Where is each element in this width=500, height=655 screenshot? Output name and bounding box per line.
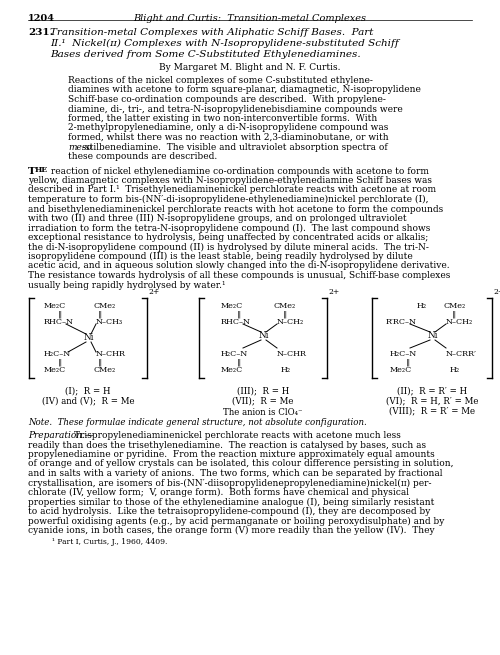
Text: ‖: ‖ xyxy=(58,358,62,366)
Text: (IV) and (V);  R = Me: (IV) and (V); R = Me xyxy=(42,396,134,405)
Text: powerful oxidising agents (e.g., by acid permanganate or boiling peroxydisulphat: powerful oxidising agents (e.g., by acid… xyxy=(28,517,444,525)
Text: Note.  These formulae indicate general structure, not absolute configuration.: Note. These formulae indicate general st… xyxy=(28,418,367,427)
Text: with two (II) and three (III) N-isopropylidene groups, and on prolonged ultravio: with two (II) and three (III) N-isopropy… xyxy=(28,214,406,223)
Text: reaction of nickel ethylenediamine co-ordination compounds with acetone to form: reaction of nickel ethylenediamine co-or… xyxy=(48,166,429,176)
Text: chlorate (IV, yellow form;  V, orange form).  Both forms have chemical and physi: chlorate (IV, yellow form; V, orange for… xyxy=(28,488,409,497)
Text: described in Part I.¹  Trisethylenediaminenickel perchlorate reacts with acetone: described in Part I.¹ Trisethylenediamin… xyxy=(28,185,436,195)
Text: (VIII);  R = R′ = Me: (VIII); R = R′ = Me xyxy=(389,406,475,415)
Text: Ni: Ni xyxy=(259,331,270,341)
Text: H₂C–N: H₂C–N xyxy=(44,350,72,358)
Text: H₂: H₂ xyxy=(281,366,291,374)
Text: ‖: ‖ xyxy=(98,358,102,366)
Text: Reactions of the nickel complexes of some C-substituted ethylene-: Reactions of the nickel complexes of som… xyxy=(68,76,373,85)
Text: temperature to form bis-(NN′-di-isopropylidene-ethylenediamine)nickel perchlorat: temperature to form bis-(NN′-di-isopropy… xyxy=(28,195,428,204)
Text: ¹ Part I, Curtis, J., 1960, 4409.: ¹ Part I, Curtis, J., 1960, 4409. xyxy=(52,538,168,546)
Text: Schiff-base co-ordination compounds are described.  With propylene-: Schiff-base co-ordination compounds are … xyxy=(68,95,386,104)
Text: usually being rapidly hydrolysed by water.¹: usually being rapidly hydrolysed by wate… xyxy=(28,280,226,290)
Text: these compounds are described.: these compounds are described. xyxy=(68,152,217,161)
Text: Trispropylenediaminenickel perchlorate reacts with acetone much less: Trispropylenediaminenickel perchlorate r… xyxy=(74,431,401,440)
Text: The anion is ClO₄⁻: The anion is ClO₄⁻ xyxy=(223,408,303,417)
Text: meso: meso xyxy=(68,143,92,151)
Text: readily than does the trisethylenediamine.  The reaction is catalysed by bases, : readily than does the trisethylenediamin… xyxy=(28,441,426,449)
Text: diamines with acetone to form square-planar, diamagnetic, N-isopropylidene: diamines with acetone to form square-pla… xyxy=(68,86,421,94)
Text: irradiation to form the tetra-N-isopropylidene compound (I).  The last compound : irradiation to form the tetra-N-isopropy… xyxy=(28,223,430,233)
Text: Transition-metal Complexes with Aliphatic Schiff Bases.  Part: Transition-metal Complexes with Aliphati… xyxy=(50,28,374,37)
Text: ‖: ‖ xyxy=(237,358,241,366)
Text: (III);  R = H: (III); R = H xyxy=(237,386,289,395)
Text: T: T xyxy=(28,166,36,176)
Text: exceptional resistance to hydrolysis, being unaffected by concentrated acids or : exceptional resistance to hydrolysis, be… xyxy=(28,233,428,242)
Text: CMe₂: CMe₂ xyxy=(94,302,116,310)
Text: Bases derived from Some C-Substituted Ethylenediamines.: Bases derived from Some C-Substituted Et… xyxy=(50,50,360,59)
Text: ‖: ‖ xyxy=(98,310,102,318)
Text: the di-N-isopropylidene compound (II) is hydrolysed by dilute mineral acids.  Th: the di-N-isopropylidene compound (II) is… xyxy=(28,242,429,252)
Text: HE: HE xyxy=(35,166,48,174)
Text: to acid hydrolysis.  Like the tetraisopropylidene-compound (I), they are decompo: to acid hydrolysis. Like the tetraisopro… xyxy=(28,507,430,516)
Text: of orange and of yellow crystals can be isolated, this colour difference persist: of orange and of yellow crystals can be … xyxy=(28,460,454,468)
Text: N–CH₂: N–CH₂ xyxy=(277,318,304,326)
Text: Ni: Ni xyxy=(84,333,94,343)
Text: (I);  R = H: (I); R = H xyxy=(65,386,111,395)
Text: yellow, diamagnetic complexes with N-isopropylidene-ethylenediamine Schiff bases: yellow, diamagnetic complexes with N-iso… xyxy=(28,176,432,185)
Text: -stilbenediamine.  The visible and ultraviolet absorption spectra of: -stilbenediamine. The visible and ultrav… xyxy=(82,143,388,151)
Text: 2+: 2+ xyxy=(493,288,500,296)
Text: ‖: ‖ xyxy=(406,358,410,366)
Text: N–CH₂: N–CH₂ xyxy=(446,318,473,326)
Text: Preparation.—: Preparation.— xyxy=(28,431,94,440)
Text: ‖: ‖ xyxy=(237,310,241,318)
Text: ‖: ‖ xyxy=(452,310,456,318)
Text: propylenediamine or pyridine.  From the reaction mixture approximately equal amo: propylenediamine or pyridine. From the r… xyxy=(28,450,435,459)
Text: (VI);  R = H, R′ = Me: (VI); R = H, R′ = Me xyxy=(386,396,478,405)
Text: Me₂C: Me₂C xyxy=(221,302,243,310)
Text: 2+: 2+ xyxy=(328,288,339,296)
Text: Me₂C: Me₂C xyxy=(44,302,66,310)
Text: properties similar to those of the ethylenediamine analogue (I), being similarly: properties similar to those of the ethyl… xyxy=(28,498,434,506)
Text: ‖: ‖ xyxy=(58,310,62,318)
Text: H₂: H₂ xyxy=(417,302,427,310)
Text: formed, whilst there was no reaction with 2,3-diaminobutane, or with: formed, whilst there was no reaction wit… xyxy=(68,133,388,142)
Text: formed, the latter existing in two non-interconvertible forms.  With: formed, the latter existing in two non-i… xyxy=(68,114,378,123)
Text: N–CHR: N–CHR xyxy=(96,350,126,358)
Text: 2+: 2+ xyxy=(148,288,159,296)
Text: ‖: ‖ xyxy=(283,310,287,318)
Text: H₂C–N: H₂C–N xyxy=(221,350,248,358)
Text: Me₂C: Me₂C xyxy=(44,366,66,374)
Text: and in salts with a variety of anions.  The two forms, which can be separated by: and in salts with a variety of anions. T… xyxy=(28,469,442,478)
Text: isopropylidene compound (III) is the least stable, being readily hydrolysed by d: isopropylidene compound (III) is the lea… xyxy=(28,252,413,261)
Text: Blight and Curtis:  Transition-metal Complexes: Blight and Curtis: Transition-metal Comp… xyxy=(134,14,366,23)
Text: 231.: 231. xyxy=(28,28,54,37)
Text: (VII);  R = Me: (VII); R = Me xyxy=(232,396,294,405)
Text: H₂C–N: H₂C–N xyxy=(390,350,417,358)
Text: RHC–N: RHC–N xyxy=(44,318,74,326)
Text: Me₂C: Me₂C xyxy=(390,366,412,374)
Text: The resistance towards hydrolysis of all these compounds is unusual, Schiff-base: The resistance towards hydrolysis of all… xyxy=(28,271,450,280)
Text: H₂: H₂ xyxy=(450,366,460,374)
Text: RHC–N: RHC–N xyxy=(221,318,251,326)
Text: crystallisation, are isomers of bis-(NN′-diisopropylidenepropylenediamine)nickel: crystallisation, are isomers of bis-(NN′… xyxy=(28,479,431,487)
Text: cyanide ions, in both cases, the orange form (V) more readily than the yellow (I: cyanide ions, in both cases, the orange … xyxy=(28,526,434,535)
Text: By Margaret M. Blight and N. F. Curtis.: By Margaret M. Blight and N. F. Curtis. xyxy=(159,63,341,72)
Text: 1204: 1204 xyxy=(28,14,55,23)
Text: acetic acid, and in aqueous solution slowly changed into the di-N-isopropylidene: acetic acid, and in aqueous solution slo… xyxy=(28,261,450,271)
Text: CMe₂: CMe₂ xyxy=(94,366,116,374)
Text: CMe₂: CMe₂ xyxy=(444,302,466,310)
Text: diamine, di-, tri-, and tetra-N-isopropylidenebisdiamine compounds were: diamine, di-, tri-, and tetra-N-isopropy… xyxy=(68,105,403,113)
Text: (II);  R = R′ = H: (II); R = R′ = H xyxy=(397,386,467,395)
Text: N–CHR: N–CHR xyxy=(277,350,307,358)
Text: II.¹  Nickel(ɪɪ) Complexes with N-Isopropylidene-substituted Schiff: II.¹ Nickel(ɪɪ) Complexes with N-Isoprop… xyxy=(50,39,399,48)
Text: N–CH₃: N–CH₃ xyxy=(96,318,123,326)
Text: and bisethylenediaminenickel perchlorate reacts with hot acetone to form the com: and bisethylenediaminenickel perchlorate… xyxy=(28,204,444,214)
Text: N–CRR′: N–CRR′ xyxy=(446,350,477,358)
Text: CMe₂: CMe₂ xyxy=(273,302,295,310)
Text: R′RC–N: R′RC–N xyxy=(386,318,417,326)
Text: Me₂C: Me₂C xyxy=(221,366,243,374)
Text: 2-methylpropylenediamine, only a di-N-isopropylidene compound was: 2-methylpropylenediamine, only a di-N-is… xyxy=(68,124,388,132)
Text: Ni: Ni xyxy=(428,331,438,341)
